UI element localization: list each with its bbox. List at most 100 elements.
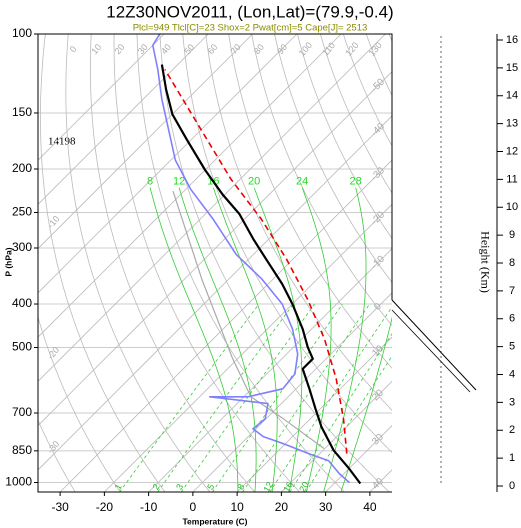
moist-adiabat-label: 28 bbox=[350, 175, 362, 187]
isotherm bbox=[38, 34, 253, 250]
dry-adiabat bbox=[38, 419, 76, 492]
y-tick-label: 500 bbox=[12, 340, 32, 354]
y-axis-label: P (hPa) bbox=[3, 247, 13, 276]
isotherm bbox=[281, 380, 392, 492]
dry-adiabat-label: 70 bbox=[229, 42, 243, 56]
moist-adiabat bbox=[149, 187, 239, 492]
y2-tick-label: 9 bbox=[509, 229, 515, 241]
x-tick-label: 20 bbox=[275, 500, 289, 514]
isotherm bbox=[104, 203, 392, 492]
x-tick-label: 0 bbox=[190, 500, 197, 514]
mixing-ratio-line bbox=[119, 303, 260, 492]
x-tick-label: -20 bbox=[96, 500, 114, 514]
mixing-ratio-label: 8 bbox=[235, 482, 246, 491]
profiles bbox=[152, 34, 362, 485]
dry-adiabat-label: 0 bbox=[68, 44, 79, 54]
y-tick-label: 100 bbox=[12, 26, 32, 40]
y2-tick-label: 16 bbox=[506, 34, 518, 46]
isotherm bbox=[38, 34, 298, 294]
mixing-ratio-line bbox=[269, 306, 392, 492]
y2-tick-label: 7 bbox=[509, 285, 515, 297]
x-tick-label: -30 bbox=[51, 500, 69, 514]
y-tick-label: 250 bbox=[12, 205, 32, 219]
y-tick-label: 300 bbox=[12, 240, 32, 254]
y2-tick-label: 5 bbox=[509, 341, 515, 353]
isotherm bbox=[38, 34, 342, 338]
y-tick-label: 850 bbox=[12, 443, 32, 457]
y-tick-label: 400 bbox=[12, 296, 32, 310]
y2-tick-label: 3 bbox=[509, 396, 515, 408]
dry-adiabat bbox=[228, 34, 392, 369]
mixing-ratio-line bbox=[305, 355, 392, 492]
mixing-ratio-label: 16 bbox=[281, 480, 295, 494]
dry-adiabat-label: 40 bbox=[159, 42, 173, 56]
mixing-ratio-label: 5 bbox=[205, 482, 216, 491]
dry-adiabat-label: 50 bbox=[182, 42, 196, 56]
y2-tick-label: 14 bbox=[506, 90, 518, 102]
panel-edge bbox=[391, 309, 471, 393]
x-tick-label: 30 bbox=[319, 500, 333, 514]
dry-adiabat bbox=[38, 315, 121, 492]
dry-adiabat bbox=[90, 34, 255, 492]
profile-line bbox=[160, 64, 362, 485]
dry-adiabat bbox=[40, 34, 166, 492]
x-tick-label: 10 bbox=[230, 500, 244, 514]
y2-tick-label: 8 bbox=[509, 257, 515, 269]
annotation: 14198 bbox=[48, 136, 76, 148]
mixing-ratio-line bbox=[180, 303, 315, 492]
mixing-ratio-line bbox=[212, 303, 343, 492]
isotherm bbox=[192, 292, 392, 492]
x-axis-label: Temperature (C) bbox=[182, 516, 247, 526]
y2-tick-label: 15 bbox=[506, 62, 518, 74]
profile-line bbox=[172, 190, 325, 449]
y-tick-label: 150 bbox=[12, 105, 32, 119]
y2-tick-label: 10 bbox=[506, 201, 518, 213]
isotherm bbox=[38, 71, 392, 427]
mixing-ratio-line bbox=[242, 303, 371, 492]
isotherm bbox=[38, 34, 165, 161]
moist-adiabat bbox=[253, 187, 303, 492]
moist-adiabat bbox=[178, 187, 257, 492]
mixing-ratio-line bbox=[289, 333, 392, 492]
dry-adiabat-label: 20 bbox=[112, 42, 126, 56]
dry-adiabat bbox=[65, 34, 211, 492]
y2-axis-label: Height (Km) bbox=[478, 231, 492, 293]
dry-adiabat-label: 10 bbox=[89, 42, 103, 56]
y-tick-label: 700 bbox=[12, 405, 32, 419]
mixing-ratio-label: 1 bbox=[113, 482, 124, 491]
dry-adiabat-label: 60 bbox=[205, 42, 219, 56]
dry-adiabat bbox=[205, 34, 392, 411]
x-tick-label: -10 bbox=[140, 500, 158, 514]
moist-adiabat bbox=[301, 187, 332, 492]
moist-adiabat-label: 12 bbox=[173, 175, 185, 187]
moist-adiabat-label: 24 bbox=[296, 175, 308, 187]
isotherm bbox=[38, 34, 209, 205]
moist-adiabat-label: 8 bbox=[147, 175, 153, 187]
y2-tick-label: 4 bbox=[509, 368, 515, 380]
y2-tick-label: 12 bbox=[506, 145, 518, 157]
y-tick-label: 200 bbox=[12, 161, 32, 175]
dry-adiabat-label: 80 bbox=[252, 42, 266, 56]
dry-adiabat bbox=[159, 34, 390, 492]
y2-tick-label: 6 bbox=[509, 313, 515, 325]
x-tick-label: 40 bbox=[363, 500, 377, 514]
panel-edge bbox=[391, 299, 477, 391]
dry-adiabat bbox=[113, 34, 300, 492]
isotherm bbox=[236, 336, 392, 492]
y-tick-label: 1000 bbox=[5, 475, 32, 489]
mixing-ratio-label: 20 bbox=[297, 480, 311, 494]
dry-adiabat bbox=[182, 34, 392, 453]
dry-adiabat bbox=[251, 34, 392, 327]
profile-line bbox=[164, 69, 348, 454]
isotherm bbox=[38, 34, 386, 382]
mixing-ratio-label: 3 bbox=[174, 482, 185, 491]
moist-adiabat bbox=[213, 187, 278, 492]
mixing-ratio-line bbox=[157, 303, 294, 492]
y2-tick-label: 2 bbox=[509, 424, 515, 436]
profile-line bbox=[152, 34, 350, 484]
y2-tick-label: 11 bbox=[506, 173, 517, 185]
dry-adiabat-label: 30 bbox=[136, 42, 150, 56]
